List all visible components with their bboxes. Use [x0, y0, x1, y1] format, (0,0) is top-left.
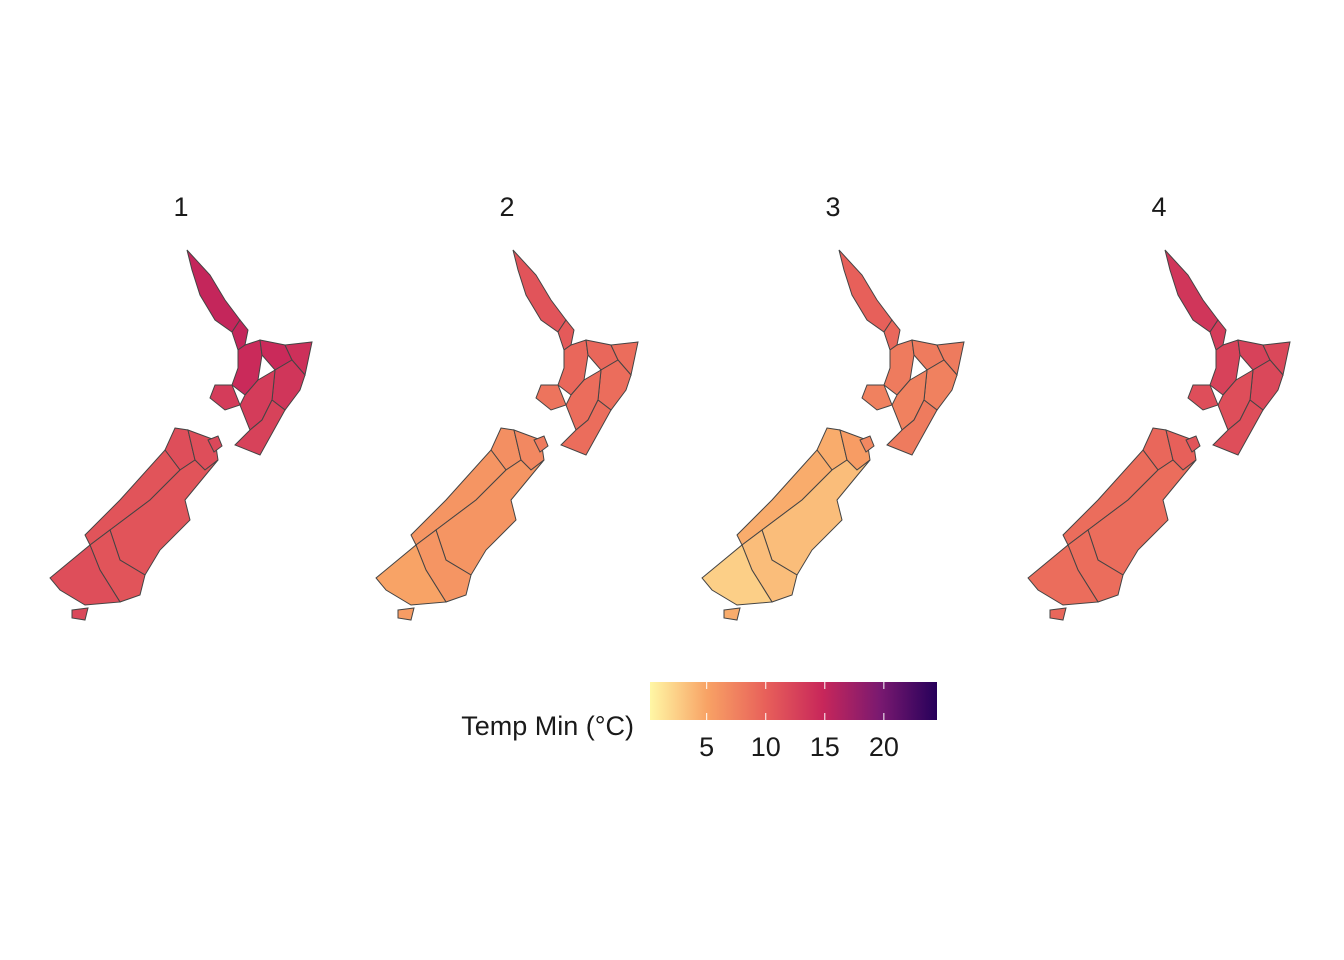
region: [859, 435, 875, 453]
facet-label: 2: [499, 192, 514, 222]
region: [1164, 249, 1219, 333]
colorbar-tick-label: 20: [869, 732, 899, 762]
colorbar-tick-label: 5: [699, 732, 714, 762]
region: [49, 544, 121, 606]
region: [560, 399, 612, 456]
facet-label: 3: [825, 192, 840, 222]
region: [207, 435, 223, 453]
region: [557, 319, 575, 351]
legend-title: Temp Min (°C): [461, 711, 634, 741]
facet: 2: [375, 192, 639, 621]
region: [838, 249, 893, 333]
facet: 3: [701, 192, 965, 621]
region: [234, 399, 286, 456]
region: [861, 384, 893, 411]
region: [186, 249, 241, 333]
region: [723, 607, 741, 621]
region: [1209, 319, 1227, 351]
region: [761, 459, 871, 576]
region: [883, 319, 901, 351]
region: [375, 544, 447, 606]
colorbar-tick-label: 15: [810, 732, 840, 762]
region: [535, 384, 567, 411]
colorbar-tick-label: 10: [751, 732, 781, 762]
region: [886, 399, 938, 456]
colorbar: [650, 682, 937, 720]
region: [1212, 399, 1264, 456]
facet: 4: [1027, 192, 1291, 621]
region: [1087, 459, 1197, 576]
region: [397, 607, 415, 621]
region: [1027, 544, 1099, 606]
facet: 1: [49, 192, 313, 621]
region: [512, 249, 567, 333]
region: [701, 544, 773, 606]
region: [231, 319, 249, 351]
region: [209, 384, 241, 411]
region: [71, 607, 89, 621]
region: [435, 459, 545, 576]
facet-label: 4: [1151, 192, 1166, 222]
region: [1049, 607, 1067, 621]
region: [109, 459, 219, 576]
region: [1187, 384, 1219, 411]
facet-label: 1: [173, 192, 188, 222]
region: [1185, 435, 1201, 453]
region: [533, 435, 549, 453]
